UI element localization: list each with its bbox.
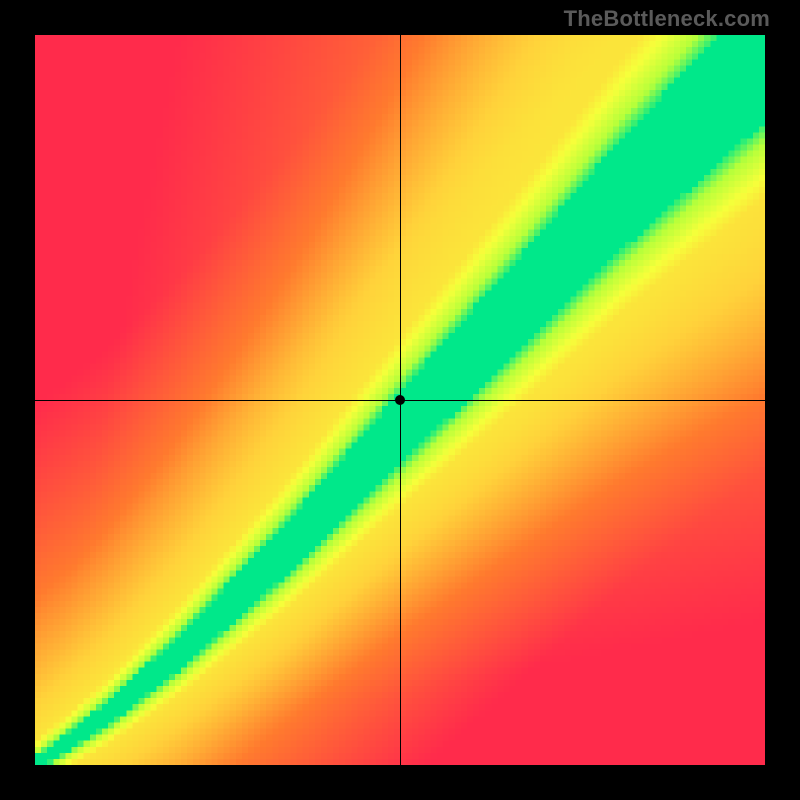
chart-container: TheBottleneck.com [0, 0, 800, 800]
crosshair-marker [395, 395, 405, 405]
watermark-text: TheBottleneck.com [564, 6, 770, 32]
heatmap-plot-area [35, 35, 765, 765]
